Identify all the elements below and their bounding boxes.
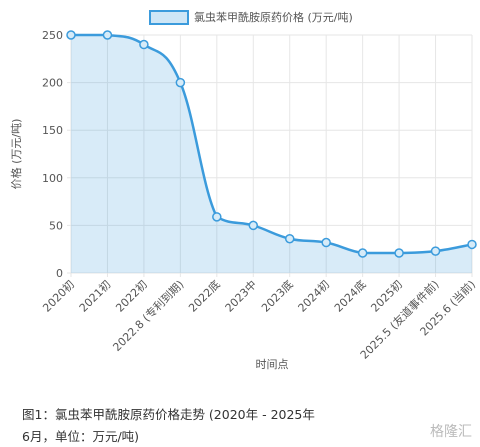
x-tick-label: 2021初 xyxy=(76,277,113,314)
point xyxy=(248,220,259,231)
point xyxy=(102,30,113,40)
y-tick-label: 0 xyxy=(56,267,63,280)
x-tick-label: 2022底 xyxy=(185,277,222,314)
point xyxy=(175,77,186,88)
x-tick-label: 2023底 xyxy=(258,277,295,314)
x-tick-label: 2023中 xyxy=(223,278,260,315)
point xyxy=(212,212,222,222)
point xyxy=(66,30,76,40)
point xyxy=(321,237,331,248)
watermark: 格隆汇 xyxy=(430,424,472,440)
point xyxy=(357,248,368,258)
x-tick-label: 2024初 xyxy=(295,277,332,314)
y-tick-label: 200 xyxy=(42,77,63,90)
x-tick-label: 2025初 xyxy=(368,277,405,314)
y-tick-label: 250 xyxy=(42,29,63,42)
y-tick-label: 100 xyxy=(42,172,63,185)
caption: 图1：氯虫苯甲酰胺原药价格走势 (2020年 - 2025年6月，单位：万元/吨… xyxy=(22,407,315,444)
x-axis-title: 时间点 xyxy=(256,358,289,371)
x-tick-label: 2022初 xyxy=(113,277,150,314)
point xyxy=(467,239,477,250)
point xyxy=(430,246,441,256)
point xyxy=(394,248,404,258)
x-tick-label: 2024底 xyxy=(331,277,368,314)
legend-label: 氯虫苯甲酰胺原药价格 (万元/吨) xyxy=(194,10,353,24)
area xyxy=(71,35,472,273)
y-tick-label: 50 xyxy=(49,219,63,232)
legend-swatch xyxy=(149,10,189,25)
chart: 氯虫苯甲酰胺原药价格 (万元/吨) 价格 (万元/吨) 时间点 0 50 100 15… xyxy=(9,10,478,371)
point xyxy=(139,39,149,50)
point xyxy=(284,233,295,244)
y-axis-title: 价格 (万元/吨) xyxy=(9,119,23,190)
y-tick-label: 150 xyxy=(42,124,63,137)
x-tick-label: 2020初 xyxy=(40,277,77,314)
